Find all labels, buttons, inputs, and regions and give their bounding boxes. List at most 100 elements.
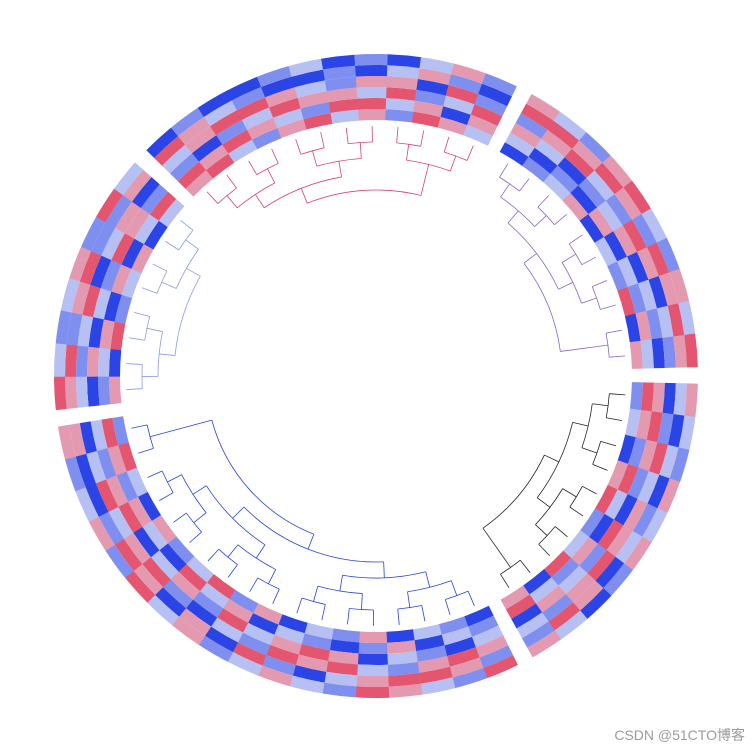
- heatmap-cell: [265, 87, 298, 108]
- heatmap-cell: [669, 268, 690, 304]
- dendrogram-branch: [581, 447, 598, 454]
- heatmap-cell: [270, 634, 302, 655]
- heatmap-cell: [673, 334, 687, 368]
- heatmap-cell: [226, 76, 262, 101]
- heatmap-cell: [563, 530, 590, 559]
- heatmap-cell: [571, 536, 598, 566]
- heatmap-cell: [520, 103, 554, 130]
- heatmap-cell: [206, 574, 236, 600]
- dendrogram-branch: [609, 355, 626, 358]
- heatmap-cell: [588, 513, 615, 544]
- dendrogram-branch: [592, 280, 608, 287]
- heatmap-cell: [262, 655, 296, 676]
- heatmap-cell: [82, 284, 101, 318]
- heatmap-cell: [579, 132, 611, 164]
- heatmap-cell: [146, 127, 179, 159]
- heatmap-cell: [413, 100, 444, 117]
- heatmap-cell: [99, 319, 115, 349]
- heatmap-cell: [613, 225, 638, 257]
- dendrogram-branch: [507, 222, 559, 290]
- heatmap-cell: [527, 630, 562, 658]
- heatmap-cell: [177, 161, 207, 189]
- dendrogram-branch: [568, 234, 583, 245]
- heatmap-cell: [558, 565, 588, 595]
- dendrogram-branch: [138, 447, 154, 454]
- heatmap-cell: [640, 339, 654, 369]
- heatmap-cell: [294, 80, 328, 98]
- heatmap-cell: [140, 184, 168, 215]
- heatmap-cell: [87, 376, 100, 407]
- heatmap-cell: [87, 346, 100, 377]
- heatmap-cell: [356, 664, 389, 676]
- heatmap-cell: [647, 474, 670, 509]
- dendrogram-branch: [406, 144, 410, 161]
- heatmap-cell: [521, 621, 555, 648]
- heatmap-cell: [535, 585, 566, 613]
- dendrogram-branch: [320, 132, 325, 148]
- heatmap-cell: [301, 633, 332, 651]
- heatmap-cell: [479, 645, 514, 668]
- heatmap-cell: [109, 348, 122, 377]
- heatmap-cell: [85, 483, 109, 517]
- heatmap-cell: [223, 598, 254, 623]
- dendrogram-branch: [360, 593, 363, 610]
- dendrogram-branch: [267, 168, 276, 184]
- dendrogram-branch: [582, 485, 597, 495]
- heatmap-cell: [75, 453, 96, 488]
- dendrogram-branch: [227, 564, 238, 578]
- heatmap-cell: [526, 94, 561, 121]
- dendrogram-branch: [271, 148, 279, 164]
- dendrogram-branch: [420, 130, 425, 147]
- heatmap-cell: [388, 672, 421, 687]
- heatmap-cell: [523, 569, 552, 595]
- heatmap-cell: [231, 86, 266, 111]
- dendrogram-branch: [149, 419, 212, 438]
- heatmap-cell: [98, 376, 111, 406]
- heatmap-cell: [126, 467, 148, 497]
- dendrogram-branch: [206, 485, 266, 546]
- dendrogram-branch: [338, 161, 342, 178]
- heatmap-cell: [623, 180, 652, 215]
- dendrogram-branch: [581, 297, 597, 304]
- heatmap-cell: [115, 201, 142, 234]
- dendrogram-branch: [126, 388, 143, 390]
- heatmap-cell: [505, 594, 536, 619]
- heatmap-cell: [438, 616, 469, 635]
- heatmap-cell: [108, 506, 134, 539]
- heatmap-cell: [635, 310, 652, 341]
- dendrogram-branch: [321, 604, 326, 621]
- heatmap-cell: [474, 93, 508, 117]
- dendrogram-branch: [592, 463, 608, 471]
- heatmap-cell: [553, 111, 587, 141]
- heatmap-cell: [386, 87, 417, 101]
- heatmap-cell: [96, 447, 117, 480]
- heatmap-cell: [386, 629, 415, 643]
- heatmap-cell: [543, 550, 572, 578]
- heatmap-cell: [103, 291, 122, 322]
- dendrogram-branch: [444, 599, 451, 615]
- heatmap-cell: [678, 300, 696, 336]
- heatmap-cell: [588, 207, 614, 238]
- heatmap-cell: [354, 54, 389, 66]
- dendrogram-branch: [535, 524, 548, 536]
- heatmap-cell: [162, 144, 193, 174]
- heatmap-cell: [109, 376, 122, 405]
- heatmap-cell: [324, 76, 357, 92]
- heatmap-cell: [252, 127, 282, 150]
- heatmap-cell: [629, 382, 643, 411]
- heatmap-cell: [171, 616, 206, 646]
- heatmap-cell: [256, 66, 292, 88]
- dendrogram-branch: [126, 363, 143, 365]
- heatmap-cell: [662, 336, 676, 368]
- heatmap-cell: [483, 655, 518, 679]
- dendrogram-branch: [255, 544, 266, 559]
- dendrogram-branch: [159, 353, 176, 356]
- heatmap-cell: [123, 532, 151, 565]
- heatmap-cell: [133, 563, 164, 596]
- heatmap-cell: [625, 408, 641, 438]
- dendrogram-branch: [467, 590, 475, 606]
- dendrogram-branch: [482, 527, 511, 568]
- heatmap-cell: [90, 419, 108, 451]
- heatmap-cell: [411, 111, 441, 128]
- heatmap-cell: [603, 563, 633, 596]
